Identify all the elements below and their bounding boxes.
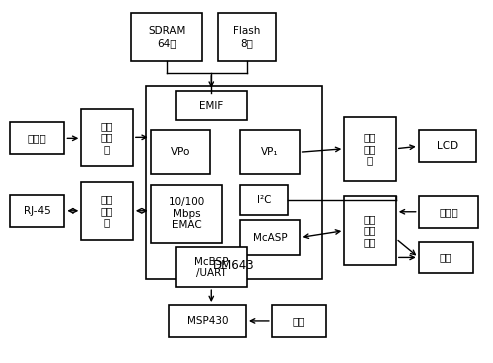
Text: 音频
编解
码器: 音频 编解 码器	[364, 214, 376, 247]
Text: McASP: McASP	[252, 233, 287, 242]
Bar	[419, 130, 476, 162]
Text: EMIF: EMIF	[199, 101, 223, 111]
Bar	[344, 196, 396, 265]
Text: 视频
编码
器: 视频 编码 器	[364, 132, 376, 166]
Bar	[169, 305, 246, 337]
Text: 视频
解码
器: 视频 解码 器	[101, 121, 113, 154]
Bar	[240, 220, 300, 256]
Bar	[218, 13, 276, 61]
Bar	[10, 195, 65, 227]
Bar	[419, 196, 478, 228]
Bar	[240, 130, 300, 174]
Text: 喇叭: 喇叭	[440, 252, 452, 262]
Text: VPo: VPo	[171, 147, 190, 157]
Bar	[176, 248, 247, 287]
Bar	[419, 241, 473, 273]
Text: McBSP
/UART: McBSP /UART	[194, 257, 229, 278]
Bar	[146, 86, 322, 279]
Bar	[272, 305, 326, 337]
Text: 网络
适配
器: 网络 适配 器	[101, 194, 113, 227]
Bar	[176, 91, 247, 121]
Text: DM643: DM643	[213, 259, 255, 272]
Bar	[10, 122, 65, 154]
Bar	[81, 182, 133, 240]
Text: 摄像机: 摄像机	[28, 133, 46, 143]
Text: I²C: I²C	[257, 195, 271, 205]
Text: RJ-45: RJ-45	[24, 206, 50, 216]
Text: 10/100
Mbps
EMAC: 10/100 Mbps EMAC	[168, 197, 205, 231]
Text: MSP430: MSP430	[186, 316, 228, 326]
Text: 键盘: 键盘	[293, 316, 305, 326]
Bar	[240, 185, 288, 215]
Bar	[131, 13, 202, 61]
Text: Flash
8位: Flash 8位	[233, 26, 261, 48]
Bar	[151, 130, 211, 174]
Bar	[344, 117, 396, 181]
Bar	[151, 185, 222, 242]
Text: SDRAM
64位: SDRAM 64位	[148, 26, 185, 48]
Bar	[81, 109, 133, 166]
Text: LCD: LCD	[437, 141, 458, 151]
Text: 麦克风: 麦克风	[439, 207, 458, 217]
Text: VP₁: VP₁	[261, 147, 279, 157]
